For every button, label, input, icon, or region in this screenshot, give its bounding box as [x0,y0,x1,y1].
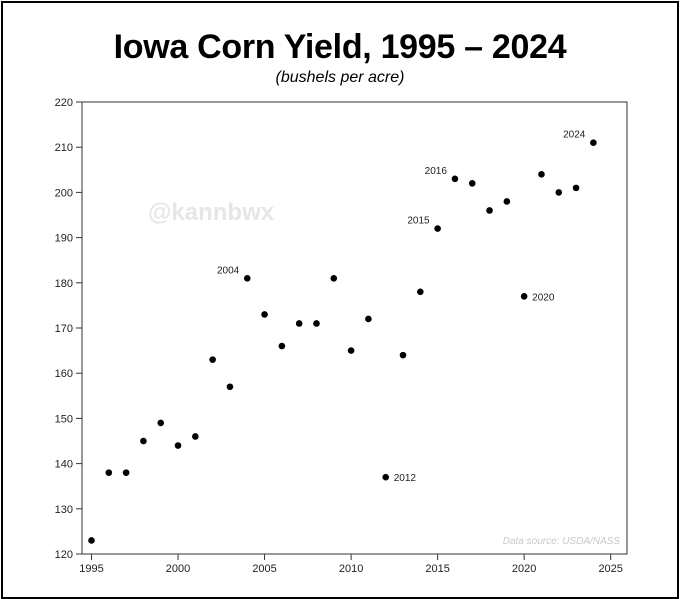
y-tick-label: 200 [55,187,73,199]
y-tick-label: 120 [55,549,73,561]
y-axis: 120 130 140 150 160 170 180 190 200 210 220 [55,97,82,561]
y-tick-label: 210 [55,142,73,154]
y-tick-label: 140 [55,459,73,471]
y-tick-label: 170 [55,323,73,335]
point-label: 2012 [394,473,417,484]
data-point [209,356,216,363]
y-tick-label: 180 [55,278,73,290]
data-point [105,469,113,476]
data-point [486,207,493,214]
point-annotations: 2004 2012 2015 2016 2020 2024 [217,130,586,484]
data-point [451,175,459,183]
x-tick-label: 2015 [425,563,449,575]
x-tick-label: 2000 [166,563,190,575]
data-point [399,351,407,359]
data-point [590,139,597,146]
data-point [347,347,355,354]
point-label: 2024 [563,130,586,141]
data-point [261,311,268,318]
data-point [174,442,182,449]
data-point [434,225,441,232]
data-point [226,383,234,391]
x-tick-label: 1995 [79,563,103,575]
y-tick-label: 160 [55,368,73,380]
data-point [313,320,320,327]
y-tick-label: 220 [55,97,73,109]
data-point [417,288,424,296]
x-tick-label: 2020 [512,563,536,575]
x-tick-label: 2005 [252,563,276,575]
data-point [503,198,511,205]
y-tick-label: 190 [55,233,73,245]
data-point [468,180,476,187]
data-point [538,171,545,178]
point-label: 2016 [425,166,448,177]
point-label: 2020 [532,292,555,303]
data-point [555,189,563,196]
data-point [365,315,372,323]
data-point [520,293,528,300]
watermark: @kannbwx [148,199,275,226]
plot-area [81,101,628,555]
data-point [243,274,251,282]
data-point [295,320,303,327]
data-point [382,473,390,481]
x-axis: 1995 2000 2005 2010 2015 2020 2025 [79,554,623,575]
data-point [192,433,199,440]
chart-subtitle: (bushels per acre) [275,69,405,86]
data-point [122,469,130,476]
data-point [572,184,580,192]
source-note: Data source: USDA/NASS [503,536,621,547]
data-point [157,419,165,427]
data-point [88,537,95,544]
point-label: 2004 [217,265,240,276]
data-points [88,139,597,544]
point-label: 2015 [407,216,430,227]
x-tick-label: 2025 [598,563,622,575]
y-tick-label: 150 [55,413,73,425]
data-point [278,342,286,350]
chart-title: Iowa Corn Yield, 1995 – 2024 [113,28,567,66]
y-tick-label: 130 [55,504,73,516]
data-point [140,437,147,445]
x-tick-label: 2010 [339,563,363,575]
data-point [330,274,338,282]
